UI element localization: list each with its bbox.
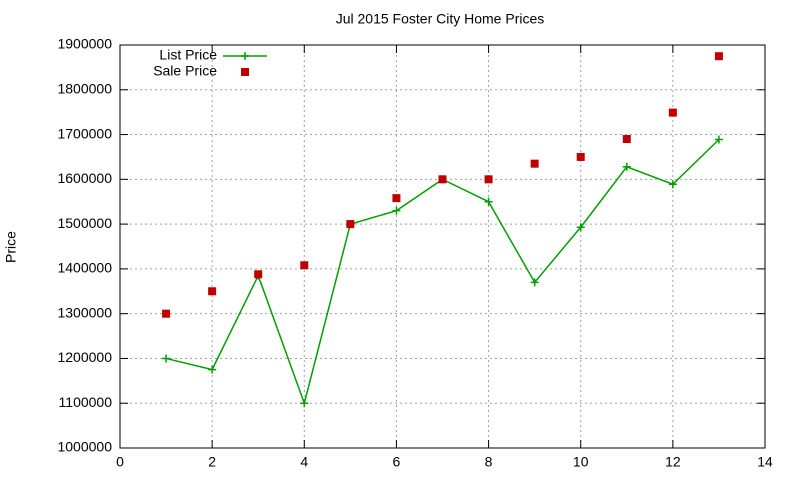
data-point bbox=[484, 175, 493, 184]
y-tick-label: 1800000 bbox=[57, 80, 112, 96]
data-point bbox=[300, 399, 309, 408]
y-tick-label: 1000000 bbox=[57, 439, 112, 455]
data-point bbox=[576, 223, 585, 232]
legend-swatch bbox=[241, 68, 249, 76]
x-tick-label: 0 bbox=[116, 454, 124, 470]
data-point bbox=[484, 197, 493, 206]
legend-swatch bbox=[241, 52, 249, 60]
plot-border bbox=[119, 44, 766, 449]
y-tick-label: 1200000 bbox=[57, 349, 112, 365]
x-tick-label: 8 bbox=[485, 454, 493, 470]
y-tick-label: 1700000 bbox=[57, 125, 112, 141]
x-tick-label: 14 bbox=[757, 454, 773, 470]
x-tick-label: 6 bbox=[393, 454, 401, 470]
y-tick-label: 1600000 bbox=[57, 170, 112, 186]
data-point bbox=[162, 309, 171, 318]
data-point bbox=[346, 220, 355, 229]
data-point bbox=[392, 206, 401, 215]
data-point bbox=[576, 152, 585, 161]
data-point bbox=[668, 180, 677, 189]
legend-label: List Price bbox=[159, 47, 217, 63]
data-point bbox=[208, 365, 217, 374]
data-point bbox=[714, 135, 723, 144]
y-axis-label: Price bbox=[3, 231, 19, 263]
data-point bbox=[622, 162, 631, 171]
data-point bbox=[530, 159, 539, 168]
data-point bbox=[530, 278, 539, 287]
x-tick-label: 2 bbox=[208, 454, 216, 470]
data-point bbox=[208, 287, 217, 296]
chart-title: Jul 2015 Foster City Home Prices bbox=[336, 11, 545, 27]
data-point bbox=[622, 135, 631, 144]
y-tick-label: 1400000 bbox=[57, 260, 112, 276]
y-tick-label: 1100000 bbox=[59, 394, 113, 410]
data-point bbox=[392, 194, 401, 203]
data-point bbox=[254, 270, 263, 279]
x-tick-label: 12 bbox=[665, 454, 681, 470]
data-point bbox=[668, 108, 677, 117]
data-point bbox=[300, 261, 309, 270]
data-point bbox=[714, 52, 723, 61]
legend-label: Sale Price bbox=[153, 63, 217, 79]
y-tick-label: 1500000 bbox=[57, 215, 112, 231]
y-tick-label: 1300000 bbox=[57, 304, 112, 320]
data-point bbox=[438, 175, 447, 184]
y-tick-label: 1900000 bbox=[57, 36, 112, 52]
data-point bbox=[162, 354, 171, 363]
x-tick-label: 4 bbox=[300, 454, 308, 470]
x-tick-label: 10 bbox=[573, 454, 589, 470]
